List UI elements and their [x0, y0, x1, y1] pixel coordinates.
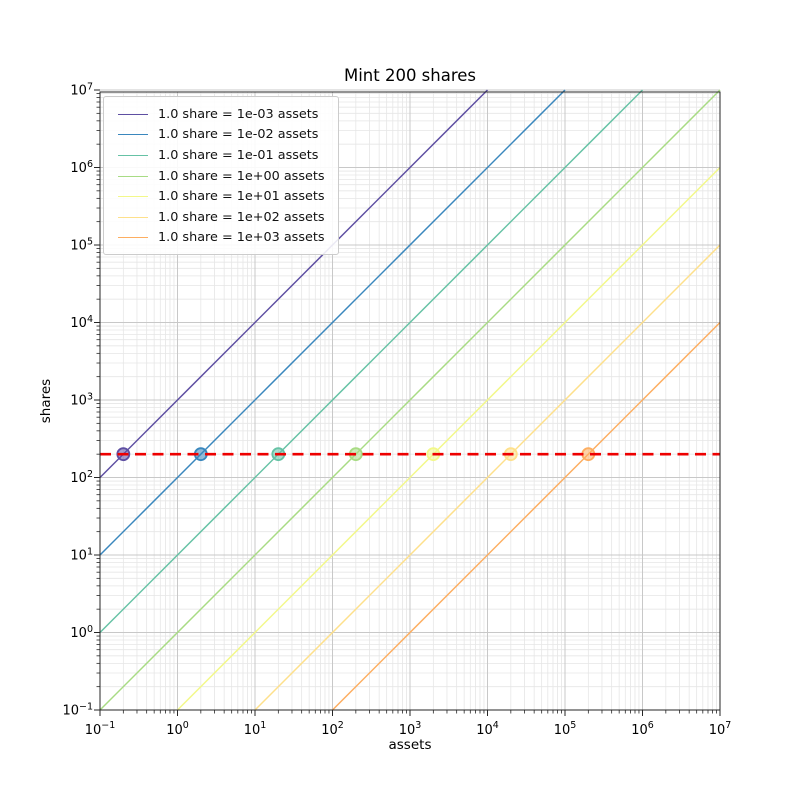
legend-label: 1.0 share = 1e+01 assets: [158, 189, 325, 205]
y-tick-label: 101: [70, 547, 93, 564]
series-line: [99, 89, 566, 556]
y-tick-label: 105: [70, 237, 93, 254]
series-line: [99, 89, 489, 479]
legend-line-sample: [118, 154, 148, 156]
legend-line-sample: [118, 134, 148, 136]
series-line: [99, 89, 644, 634]
legend-label: 1.0 share = 1e+03 assets: [158, 230, 325, 246]
y-tick-label: 100: [70, 624, 93, 641]
y-tick-label: 10−1: [62, 702, 93, 719]
series-line: [331, 321, 721, 711]
y-tick-label: 103: [70, 392, 93, 409]
x-tick-label: 107: [709, 720, 732, 738]
x-axis-label: assets: [388, 737, 432, 753]
legend-item: 1.0 share = 1e+02 assets: [110, 207, 330, 228]
x-tick-label: 100: [166, 720, 189, 738]
series-lines: [99, 89, 721, 711]
legend-label: 1.0 share = 1e+02 assets: [158, 209, 325, 225]
series-line: [254, 244, 721, 711]
y-tick-label: 104: [70, 314, 93, 331]
legend-line-sample: [118, 175, 148, 177]
x-tick-label: 105: [554, 720, 577, 738]
x-tick-label: 10−1: [85, 720, 116, 738]
y-axis-label: shares: [38, 378, 54, 424]
legend-line-sample: [118, 113, 148, 115]
x-tick-label: 106: [631, 720, 654, 738]
legend-label: 1.0 share = 1e-03 assets: [158, 106, 319, 122]
legend-item: 1.0 share = 1e-02 assets: [110, 125, 330, 146]
chart-title: Mint 200 shares: [343, 66, 477, 85]
legend-item: 1.0 share = 1e+01 assets: [110, 186, 330, 207]
axis-ticks: [94, 89, 721, 716]
x-tick-label: 102: [321, 720, 344, 738]
y-tick-label: 102: [70, 469, 93, 486]
legend: 1.0 share = 1e-03 assets 1.0 share = 1e-0…: [103, 96, 339, 256]
series-line: [99, 89, 721, 711]
y-tick-label: 106: [70, 159, 93, 176]
legend-line-sample: [118, 237, 148, 239]
legend-item: 1.0 share = 1e-03 assets: [110, 104, 330, 125]
legend-item: 1.0 share = 1e-01 assets: [110, 145, 330, 166]
legend-label: 1.0 share = 1e-01 assets: [158, 147, 319, 163]
x-tick-label: 104: [476, 720, 499, 738]
x-tick-label: 101: [244, 720, 267, 738]
legend-label: 1.0 share = 1e-02 assets: [158, 127, 319, 143]
legend-line-sample: [118, 216, 148, 218]
y-tick-label: 107: [70, 82, 93, 99]
series-line: [176, 166, 721, 711]
legend-line-sample: [118, 196, 148, 198]
legend-item: 1.0 share = 1e+00 assets: [110, 166, 330, 187]
x-tick-label: 103: [399, 720, 422, 738]
tick-labels: 10−1 100 101 102 103 104 105 106 107 10−1 100 101 10…: [62, 82, 731, 739]
legend-item: 1.0 share = 1e+03 assets: [110, 228, 330, 249]
legend-label: 1.0 share = 1e+00 assets: [158, 168, 325, 184]
